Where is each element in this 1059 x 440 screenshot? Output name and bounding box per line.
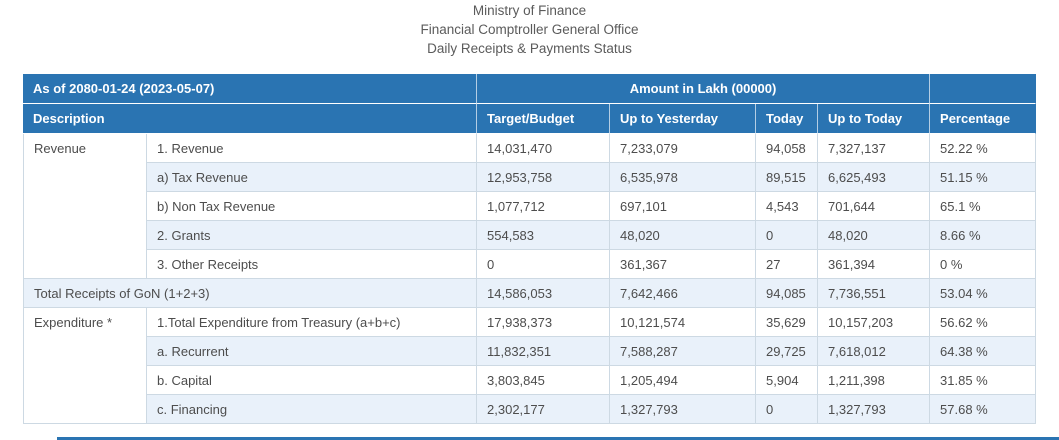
row-label: 1.Total Expenditure from Treasury (a+b+c…: [147, 308, 478, 337]
cell-up-to-yesterday: 1,205,494: [610, 366, 757, 395]
cell-percentage: 0 %: [930, 250, 1037, 279]
table-row-grants: 2. Grants 554,583 48,020 0 48,020 8.66 %: [23, 221, 1037, 250]
cell-up-to-today: 1,211,398: [818, 366, 931, 395]
cell-percentage: 52.22 %: [930, 134, 1037, 163]
cell-percentage: 51.15 %: [930, 163, 1037, 192]
cell-percentage: 31.85 %: [930, 366, 1037, 395]
cell-target-budget: 17,938,373: [477, 308, 611, 337]
cell-up-to-today: 701,644: [818, 192, 931, 221]
column-header-target-budget: Target/Budget: [477, 104, 611, 134]
cell-up-to-yesterday: 6,535,978: [610, 163, 757, 192]
cell-up-to-today: 1,327,793: [818, 395, 931, 424]
cell-target-budget: 14,586,053: [477, 279, 611, 308]
section-label-revenue: Revenue: [23, 134, 147, 279]
row-label: 3. Other Receipts: [147, 250, 478, 279]
as-of-date-cell: As of 2080-01-24 (2023-05-07): [23, 74, 478, 104]
cell-target-budget: 0: [477, 250, 611, 279]
table-row-capital: b. Capital 3,803,845 1,205,494 5,904 1,2…: [23, 366, 1037, 395]
cell-today: 35,629: [756, 308, 819, 337]
row-label: b) Non Tax Revenue: [147, 192, 478, 221]
row-label: 2. Grants: [147, 221, 478, 250]
cell-target-budget: 14,031,470: [477, 134, 611, 163]
cell-up-to-today: 48,020: [818, 221, 931, 250]
cell-percentage: 53.04 %: [930, 279, 1037, 308]
cell-target-budget: 11,832,351: [477, 337, 611, 366]
column-header-up-to-today: Up to Today: [818, 104, 931, 134]
row-label: c. Financing: [147, 395, 478, 424]
cell-today: 4,543: [756, 192, 819, 221]
cell-percentage: 56.62 %: [930, 308, 1037, 337]
table-row-non-tax-revenue: b) Non Tax Revenue 1,077,712 697,101 4,5…: [23, 192, 1037, 221]
cell-target-budget: 2,302,177: [477, 395, 611, 424]
cell-percentage: 8.66 %: [930, 221, 1037, 250]
header-row-asof: As of 2080-01-24 (2023-05-07) Amount in …: [23, 74, 1037, 104]
cell-up-to-yesterday: 10,121,574: [610, 308, 757, 337]
cell-up-to-today: 361,394: [818, 250, 931, 279]
cell-percentage: 57.68 %: [930, 395, 1037, 424]
column-header-description: Description: [23, 104, 478, 134]
title-office: Financial Comptroller General Office: [420, 22, 639, 37]
column-header-percentage: Percentage: [930, 104, 1037, 134]
cell-target-budget: 12,953,758: [477, 163, 611, 192]
row-label-total-receipts: Total Receipts of GoN (1+2+3): [23, 279, 478, 308]
cell-up-to-yesterday: 7,642,466: [610, 279, 757, 308]
cell-today: 94,085: [756, 279, 819, 308]
table-row-revenue: Revenue 1. Revenue 14,031,470 7,233,079 …: [23, 134, 1037, 279]
cell-up-to-yesterday: 361,367: [610, 250, 757, 279]
table-row-other-receipts: 3. Other Receipts 0 361,367 27 361,394 0…: [23, 250, 1037, 279]
daily-status-table: As of 2080-01-24 (2023-05-07) Amount in …: [23, 74, 1037, 424]
cell-today: 94,058: [756, 134, 819, 163]
table-row-recurrent: a. Recurrent 11,832,351 7,588,287 29,725…: [23, 337, 1037, 366]
column-header-up-to-yesterday: Up to Yesterday: [610, 104, 757, 134]
cell-today: 0: [756, 395, 819, 424]
header-row-columns: Description Target/Budget Up to Yesterda…: [23, 104, 1037, 134]
title-ministry: Ministry of Finance: [472, 3, 587, 18]
row-label: a. Recurrent: [147, 337, 478, 366]
cell-up-to-yesterday: 697,101: [610, 192, 757, 221]
column-header-today: Today: [756, 104, 819, 134]
cell-up-to-yesterday: 1,327,793: [610, 395, 757, 424]
cell-percentage: 64.38 %: [930, 337, 1037, 366]
row-label: 1. Revenue: [147, 134, 478, 163]
table-row-tax-revenue: a) Tax Revenue 12,953,758 6,535,978 89,5…: [23, 163, 1037, 192]
cell-up-to-yesterday: 7,588,287: [610, 337, 757, 366]
cell-today: 89,515: [756, 163, 819, 192]
cell-up-to-today: 7,327,137: [818, 134, 931, 163]
cell-target-budget: 3,803,845: [477, 366, 611, 395]
page-header: Ministry of Finance Financial Comptrolle…: [0, 0, 1059, 58]
amount-unit-cell: Amount in Lakh (00000): [477, 74, 931, 104]
cell-percentage: 65.1 %: [930, 192, 1037, 221]
title-report: Daily Receipts & Payments Status: [427, 41, 632, 56]
cell-up-to-today: 7,736,551: [818, 279, 931, 308]
cell-up-to-today: 6,625,493: [818, 163, 931, 192]
cell-up-to-today: 10,157,203: [818, 308, 931, 337]
table-row-total-expenditure: Expenditure * 1.Total Expenditure from T…: [23, 308, 1037, 424]
empty-header-cell: [930, 74, 1037, 104]
cell-target-budget: 1,077,712: [477, 192, 611, 221]
row-label: b. Capital: [147, 366, 478, 395]
table-row-financing: c. Financing 2,302,177 1,327,793 0 1,327…: [23, 395, 1037, 424]
cell-up-to-today: 7,618,012: [818, 337, 931, 366]
next-table-top-edge: [57, 437, 1059, 440]
cell-today: 27: [756, 250, 819, 279]
cell-up-to-yesterday: 48,020: [610, 221, 757, 250]
cell-today: 5,904: [756, 366, 819, 395]
section-label-expenditure: Expenditure *: [23, 308, 147, 424]
cell-target-budget: 554,583: [477, 221, 611, 250]
row-label: a) Tax Revenue: [147, 163, 478, 192]
table-row-total-receipts: Total Receipts of GoN (1+2+3) 14,586,053…: [23, 279, 1037, 308]
cell-today: 29,725: [756, 337, 819, 366]
cell-today: 0: [756, 221, 819, 250]
cell-up-to-yesterday: 7,233,079: [610, 134, 757, 163]
